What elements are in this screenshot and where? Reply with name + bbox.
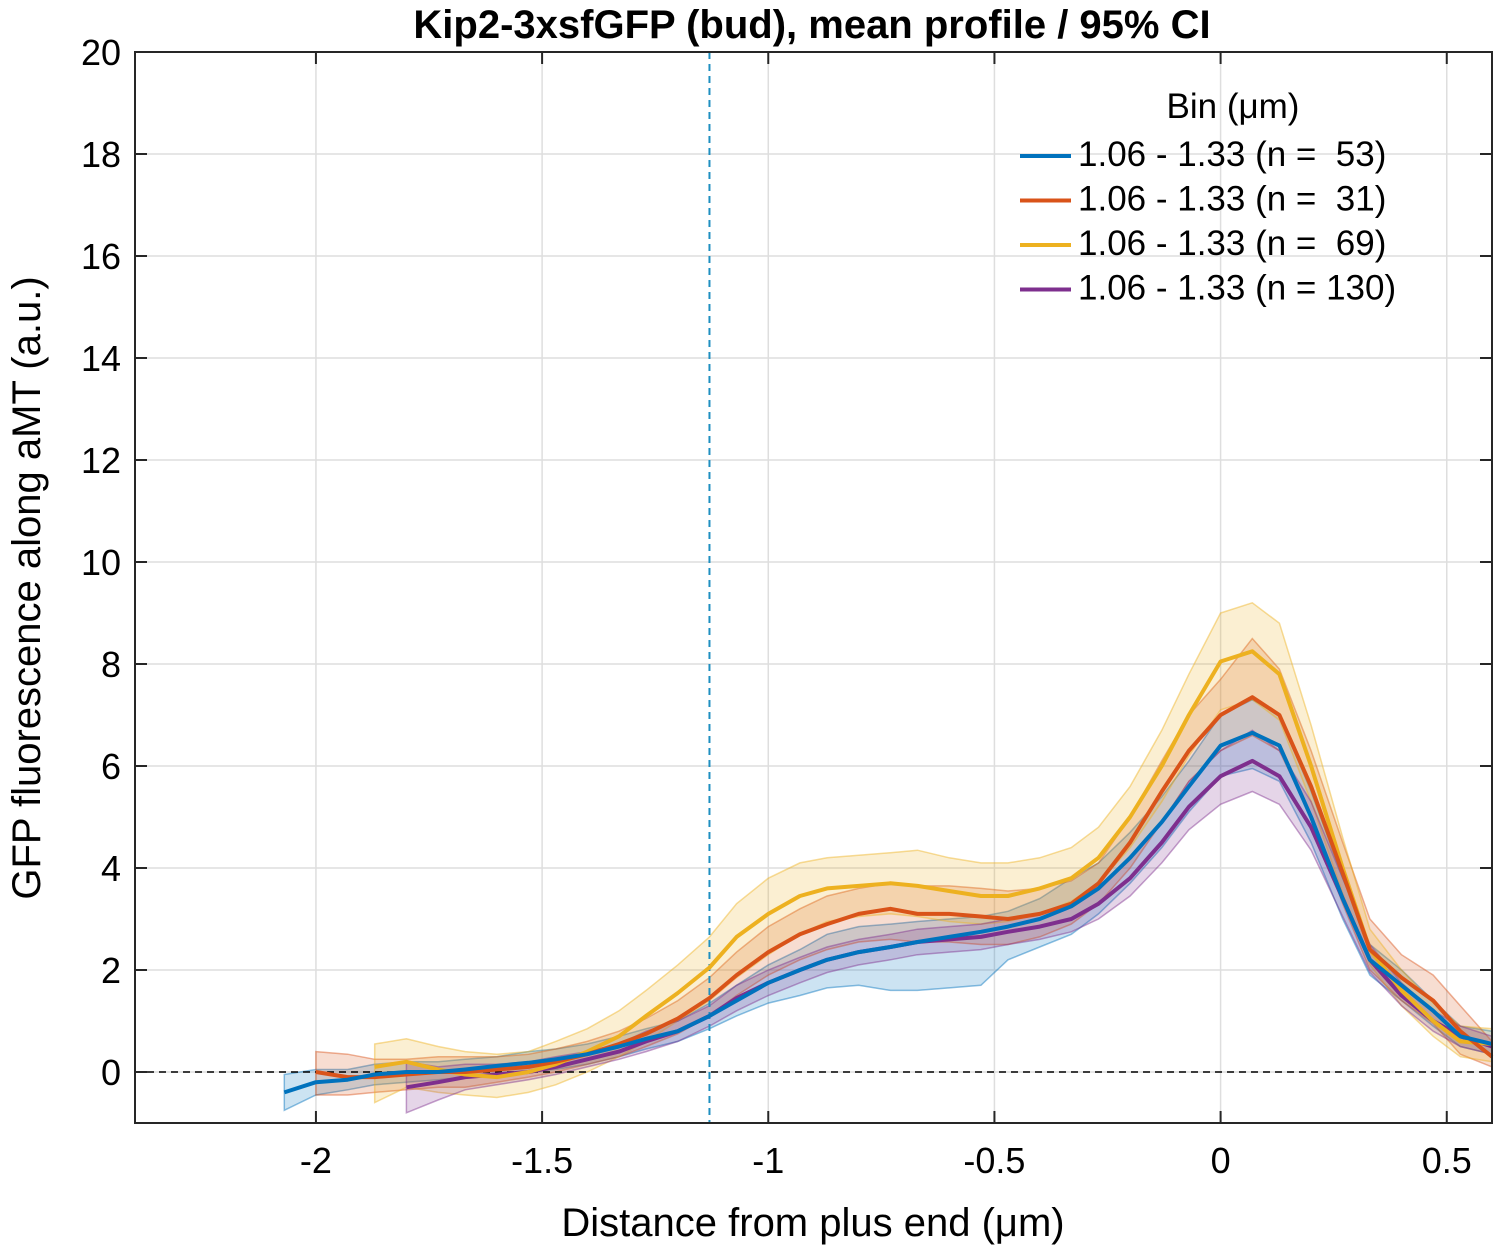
chart-title: Kip2-3xsfGFP (bud), mean profile / 95% C… xyxy=(413,3,1210,47)
y-tick-label: 8 xyxy=(101,644,121,685)
x-tick-label: -0.5 xyxy=(963,1140,1025,1181)
y-tick-label: 20 xyxy=(81,32,121,73)
y-tick-label: 14 xyxy=(81,338,121,379)
x-axis-label: Distance from plus end (μm) xyxy=(561,1201,1064,1245)
y-tick-label: 4 xyxy=(101,848,121,889)
series-line-1 xyxy=(283,730,1493,1095)
legend-label-4: 1.06 - 1.33 (n = 130) xyxy=(1078,269,1396,308)
y-tick-label: 6 xyxy=(101,746,121,787)
x-tick-label: -2 xyxy=(300,1140,332,1181)
x-tick-label: 0.5 xyxy=(1422,1140,1472,1181)
axis-ticks xyxy=(135,51,1492,1123)
reference-lines xyxy=(135,52,1492,1123)
plot-frame xyxy=(134,51,1493,1124)
legend-label-3: 1.06 - 1.33 (n = 69) xyxy=(1078,224,1386,263)
y-axis-label: GFP fluorescence along aMT (a.u.) xyxy=(5,276,49,899)
y-tick-labels: 0 2 4 6 8 10 12 14 16 18 20 xyxy=(81,32,121,1093)
y-tick-label: 16 xyxy=(81,236,121,277)
y-tick-label: 0 xyxy=(101,1052,121,1093)
x-tick-label: -1 xyxy=(752,1140,784,1181)
y-tick-label: 10 xyxy=(81,542,121,583)
legend: Bin (μm) 1.06 - 1.33 (n = 53) 1.06 - 1.33… xyxy=(1020,87,1396,308)
x-tick-label: -1.5 xyxy=(511,1140,573,1181)
x-tick-labels: -2 -1.5 -1 -0.5 0 0.5 xyxy=(300,1140,1472,1181)
legend-title: Bin (μm) xyxy=(1167,87,1300,126)
y-tick-label: 18 xyxy=(81,134,121,175)
series-lines xyxy=(283,649,1494,1095)
series-line-2 xyxy=(315,695,1494,1080)
confidence-bands xyxy=(283,601,1493,1114)
legend-label-1: 1.06 - 1.33 (n = 53) xyxy=(1078,135,1386,174)
series-line-4 xyxy=(406,758,1493,1090)
x-tick-label: 0 xyxy=(1211,1140,1231,1181)
y-tick-label: 12 xyxy=(81,440,121,481)
legend-label-2: 1.06 - 1.33 (n = 31) xyxy=(1078,180,1386,219)
y-tick-label: 2 xyxy=(101,950,121,991)
